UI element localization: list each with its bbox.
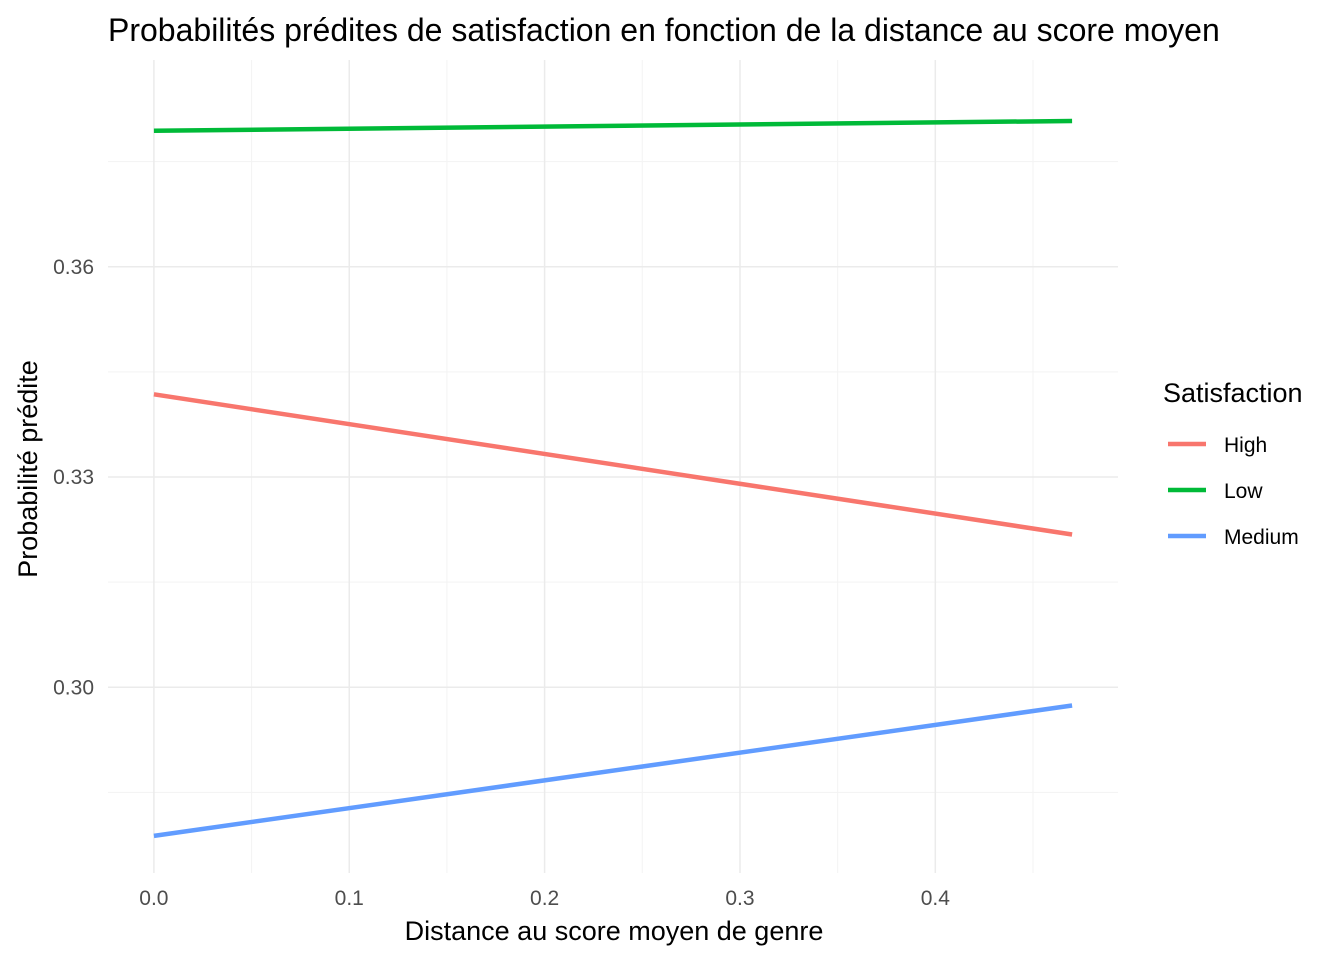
- x-tick-label: 0.2: [530, 887, 559, 910]
- legend-items: High Low Medium: [1168, 434, 1299, 549]
- x-tick-label: 0.1: [335, 887, 364, 910]
- y-tick-label: 0.30: [53, 676, 94, 699]
- x-axis-tick-labels: 0.0 0.1 0.2 0.3 0.4: [139, 887, 950, 910]
- x-axis-title: Distance au score moyen de genre: [405, 916, 824, 946]
- legend-item-medium: Medium: [1168, 526, 1299, 549]
- legend-title: Satisfaction: [1163, 378, 1303, 408]
- series-line-low: [153, 118, 1073, 134]
- series-line-high: [153, 392, 1073, 537]
- legend: Satisfaction High Low Medium: [1163, 378, 1303, 549]
- y-axis-tick-labels: 0.30 0.33 0.36: [53, 256, 94, 700]
- x-tick-label: 0.3: [725, 887, 754, 910]
- legend-item-low: Low: [1168, 480, 1263, 503]
- minor-x-gridlines: [251, 60, 1034, 873]
- y-axis-title: Probabilité prédite: [13, 360, 43, 578]
- x-tick-label: 0.4: [921, 887, 951, 910]
- y-tick-label: 0.33: [53, 466, 94, 489]
- legend-label: Low: [1224, 480, 1263, 503]
- chart-title: Probabilités prédites de satisfaction en…: [108, 12, 1220, 48]
- minor-y-gridlines: [108, 161, 1118, 793]
- legend-label: Medium: [1224, 526, 1299, 549]
- series-lines: [153, 118, 1073, 839]
- y-tick-label: 0.36: [53, 256, 94, 279]
- major-x-gridlines: [153, 60, 937, 873]
- legend-label: High: [1224, 434, 1267, 457]
- major-y-gridlines: [108, 266, 1118, 689]
- x-tick-label: 0.0: [139, 887, 168, 910]
- legend-item-high: High: [1168, 434, 1267, 457]
- series-line-medium: [153, 703, 1073, 839]
